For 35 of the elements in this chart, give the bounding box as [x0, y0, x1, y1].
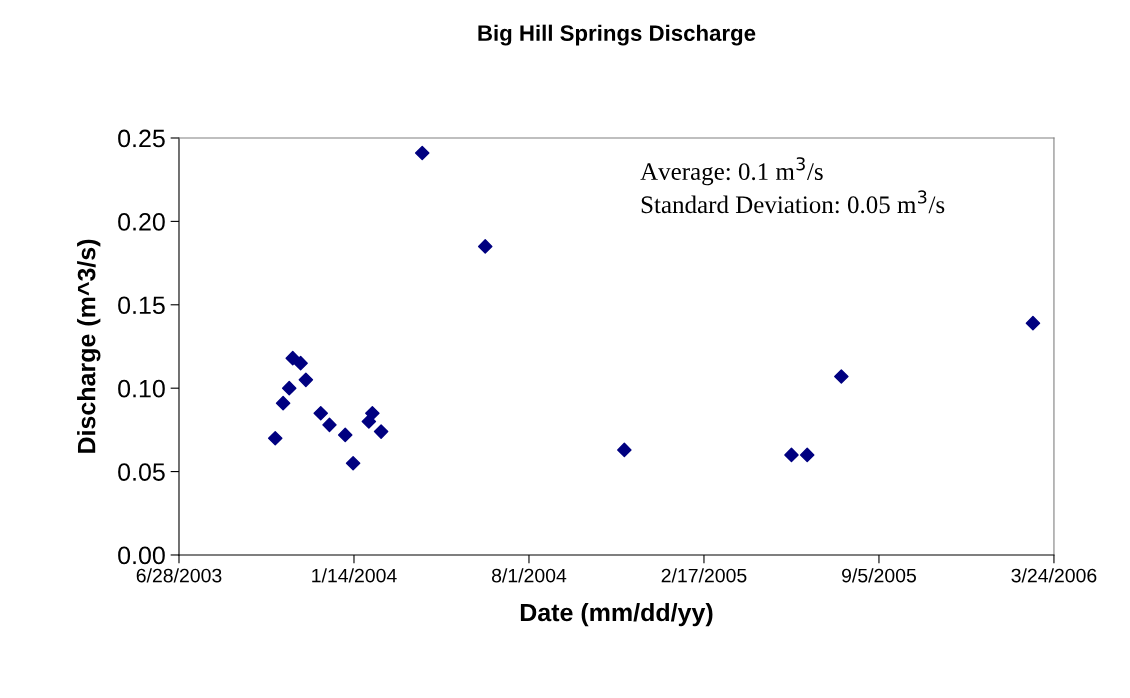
- point: [1025, 315, 1041, 331]
- point: [414, 145, 430, 161]
- point: [298, 372, 314, 388]
- point: [345, 455, 361, 471]
- point: [834, 369, 849, 384]
- point: [337, 427, 353, 443]
- point: [784, 447, 799, 463]
- point: [313, 405, 329, 421]
- point: [373, 424, 389, 439]
- chart-title: Big Hill Springs Discharge: [478, 24, 756, 46]
- x-tick-label: 8/1/2004: [491, 568, 567, 583]
- y-tick-label: 0.25: [118, 129, 165, 148]
- point: [267, 430, 283, 446]
- point: [477, 239, 493, 254]
- x-tick-label: 9/5/2005: [842, 568, 916, 583]
- x-tick-label: 2/17/2005: [661, 568, 747, 583]
- annotation: Standard Deviation: 0.05 m$^{3}$/s: [641, 190, 945, 214]
- y-tick-label: 0.15: [118, 296, 165, 315]
- x-tick-label: 1/14/2004: [312, 568, 397, 583]
- point: [293, 355, 308, 371]
- y-axis-title: Discharge (m^3/s): [77, 239, 101, 453]
- y-tick-label: 0.00: [118, 546, 165, 565]
- point: [617, 442, 632, 458]
- x-tick-label: 6/28/2003: [136, 568, 222, 583]
- point: [799, 447, 815, 463]
- point: [322, 417, 337, 433]
- y-tick-label: 0.20: [118, 212, 165, 231]
- point: [365, 405, 380, 421]
- y-tick-label: 0.10: [118, 379, 165, 398]
- x-tick-label: 3/24/2006: [1011, 568, 1097, 583]
- point: [275, 395, 291, 411]
- annotation: Average: 0.1 m$^{3}$/s: [640, 157, 823, 186]
- y-tick-label: 0.05: [118, 463, 165, 481]
- x-axis-title: Date (mm/dd/yy): [520, 602, 713, 627]
- point: [281, 380, 297, 396]
